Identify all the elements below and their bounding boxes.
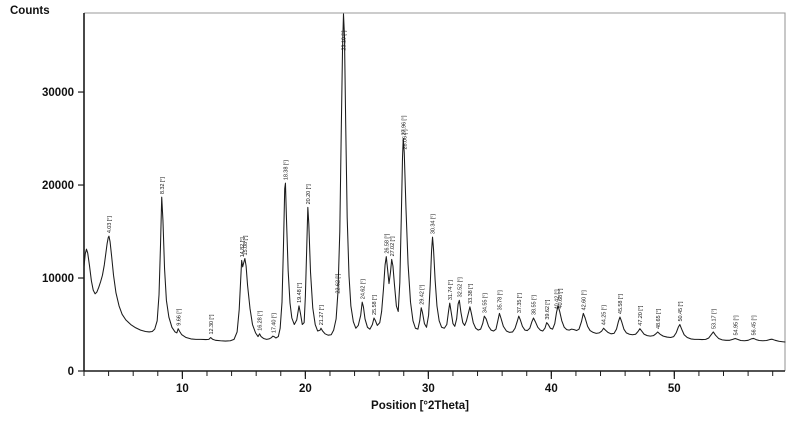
- peak-annotation: 50.45 [°]: [678, 301, 684, 322]
- peak-label: 29.42 [°]: [419, 284, 425, 305]
- peak-annotation: 15.08 [°]: [243, 235, 249, 256]
- peak-label: 15.08 [°]: [243, 235, 249, 256]
- peak-annotation: 31.74 [°]: [448, 280, 454, 301]
- peak-label: 21.27 [°]: [319, 305, 325, 326]
- peak-annotation: 33.38 [°]: [468, 283, 474, 304]
- peak-annotation: 42.60 [°]: [581, 290, 587, 311]
- peak-annotation: 29.42 [°]: [419, 284, 425, 305]
- peak-annotation: 22.62 [°]: [336, 273, 342, 294]
- peak-label: 31.74 [°]: [448, 280, 454, 301]
- peak-annotation: 19.48 [°]: [297, 282, 303, 303]
- peak-annotation: 16.28 [°]: [258, 310, 264, 331]
- peak-annotation: 8.32 [°]: [160, 177, 166, 195]
- peak-label: 32.52 [°]: [457, 277, 463, 298]
- peak-label: 50.45 [°]: [678, 301, 684, 322]
- peak-annotation: 48.65 [°]: [656, 308, 662, 329]
- peak-label: 34.55 [°]: [482, 293, 488, 314]
- peak-annotation: 17.40 [°]: [271, 313, 277, 334]
- peak-label: 53.17 [°]: [711, 308, 717, 329]
- x-tick-label: 10: [176, 383, 189, 395]
- peak-label: 42.60 [°]: [581, 290, 587, 311]
- peak-annotation: 12.30 [°]: [209, 314, 215, 335]
- peak-label: 23.10 [°]: [342, 30, 348, 51]
- peak-annotation: 40.68 [°]: [558, 288, 564, 309]
- peak-annotation: 44.25 [°]: [602, 305, 608, 326]
- peak-label: 44.25 [°]: [602, 305, 608, 326]
- peak-label: 4.03 [°]: [107, 216, 113, 234]
- peak-label: 33.38 [°]: [468, 283, 474, 304]
- peak-annotation: 9.66 [°]: [176, 308, 182, 326]
- xrd-chart: 0 10000 20000 30000 10 20 30 40 50 4.03 [°] 8.32…: [0, 0, 800, 424]
- y-tick-label: 0: [68, 366, 74, 378]
- peak-annotation: 18.38 [°]: [284, 160, 290, 181]
- peak-label: 48.65 [°]: [656, 308, 662, 329]
- peak-annotation: 23.10 [°]: [342, 30, 348, 51]
- x-tick-label: 40: [545, 383, 558, 395]
- peak-label: 16.28 [°]: [258, 310, 264, 331]
- data-series-group: [84, 14, 785, 342]
- peak-label: 40.68 [°]: [558, 288, 564, 309]
- peak-label: 17.40 [°]: [271, 313, 277, 334]
- peak-label: 38.55 [°]: [532, 294, 538, 315]
- y-tick-label: 20000: [42, 180, 74, 192]
- peak-label: 9.66 [°]: [176, 308, 182, 326]
- xrd-plot-svg: 0 10000 20000 30000 10 20 30 40 50 4.03 [°] 8.32…: [0, 0, 800, 424]
- peak-annotation: 28.06 [°]: [403, 129, 409, 150]
- peak-annotation: 20.20 [°]: [306, 184, 312, 205]
- y-axis: 0 10000 20000 30000: [42, 13, 84, 378]
- peak-label: 20.20 [°]: [306, 184, 312, 205]
- peak-annotation: 30.34 [°]: [431, 214, 437, 235]
- peak-annotation: 32.52 [°]: [457, 277, 463, 298]
- peak-annotation: 37.35 [°]: [517, 293, 523, 314]
- x-tick-label: 50: [668, 383, 681, 395]
- x-axis: 10 20 30 40 50: [84, 371, 785, 395]
- peak-annotation: 54.95 [°]: [733, 315, 739, 336]
- peak-annotation: 39.62 [°]: [545, 299, 551, 320]
- peak-annotation: 38.55 [°]: [532, 294, 538, 315]
- peak-label: 30.34 [°]: [431, 214, 437, 235]
- peak-label: 18.38 [°]: [284, 160, 290, 181]
- peak-annotation: 47.20 [°]: [638, 305, 644, 326]
- peak-annotation: 35.78 [°]: [498, 290, 504, 311]
- y-axis-title: Counts: [10, 5, 50, 17]
- peak-annotation: 34.55 [°]: [482, 293, 488, 314]
- peak-label: 27.02 [°]: [390, 236, 396, 257]
- peak-annotation: 25.58 [°]: [372, 294, 378, 315]
- peak-label: 12.30 [°]: [209, 314, 215, 335]
- peak-label: 24.62 [°]: [360, 279, 366, 300]
- peak-label: 56.45 [°]: [752, 315, 758, 336]
- peak-label: 47.20 [°]: [638, 305, 644, 326]
- peak-label: 45.58 [°]: [618, 294, 624, 315]
- y-tick-label: 10000: [42, 273, 74, 285]
- peak-label: 54.95 [°]: [733, 315, 739, 336]
- peak-annotation: 27.02 [°]: [390, 236, 396, 257]
- peak-label: 35.78 [°]: [498, 290, 504, 311]
- peak-label-group: 4.03 [°]8.32 [°]9.66 [°]12.30 [°]14.82 […: [107, 30, 758, 335]
- peak-label: 39.62 [°]: [545, 299, 551, 320]
- peak-annotation: 53.17 [°]: [711, 308, 717, 329]
- peak-label: 22.62 [°]: [336, 273, 342, 294]
- peak-label: 28.06 [°]: [403, 129, 409, 150]
- peak-annotation: 21.27 [°]: [319, 305, 325, 326]
- x-tick-label: 30: [422, 383, 435, 395]
- peak-label: 37.35 [°]: [517, 293, 523, 314]
- peak-label: 25.58 [°]: [372, 294, 378, 315]
- peak-annotation: 56.45 [°]: [752, 315, 758, 336]
- peak-annotation: 24.62 [°]: [360, 279, 366, 300]
- peak-label: 19.48 [°]: [297, 282, 303, 303]
- peak-label: 8.32 [°]: [160, 177, 166, 195]
- y-tick-label: 30000: [42, 87, 74, 99]
- x-tick-label: 20: [299, 383, 312, 395]
- peak-annotation: 4.03 [°]: [107, 216, 113, 234]
- peak-annotation: 45.58 [°]: [618, 294, 624, 315]
- diffraction-trace: [84, 14, 785, 342]
- x-axis-title: Position [°2Theta]: [371, 400, 469, 412]
